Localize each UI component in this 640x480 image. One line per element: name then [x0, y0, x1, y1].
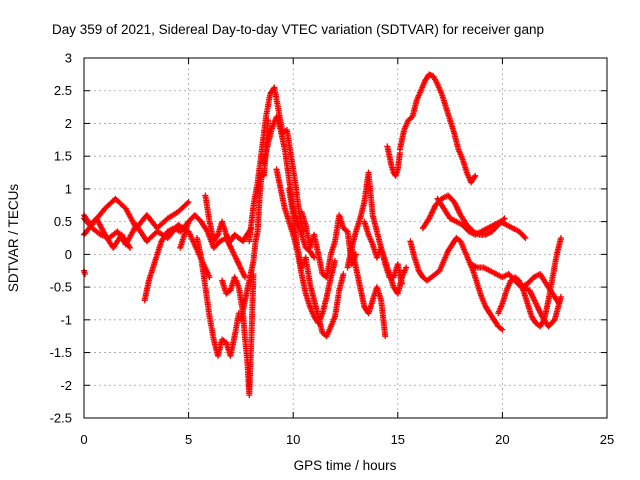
y-tick-label: -1.5: [50, 345, 72, 360]
series-markers: [396, 71, 479, 186]
y-tick-label: 0: [65, 247, 72, 262]
series-track-20: [396, 71, 479, 186]
y-tick-label: -2: [60, 378, 72, 393]
series-markers: [202, 192, 255, 245]
y-tick-label: 1: [65, 181, 72, 196]
series-markers: [81, 267, 89, 277]
chart-title: Day 359 of 2021, Sidereal Day-to-day VTE…: [52, 22, 544, 37]
series-track-05: [141, 218, 192, 304]
series-markers: [348, 244, 389, 340]
x-tick-label: 5: [185, 432, 192, 447]
series-markers: [419, 192, 508, 238]
series-track-23: [434, 195, 529, 241]
series-track-08: [202, 192, 255, 245]
series-markers: [520, 284, 564, 330]
x-tick-label: 0: [80, 432, 87, 447]
y-tick-label: 2: [65, 116, 72, 131]
y-axis-label: SDTVAR / TECUs: [6, 184, 21, 293]
series-track-06: [177, 212, 249, 281]
y-tick-label: 0.5: [54, 214, 72, 229]
series-markers: [177, 212, 249, 281]
y-tick-label: 1.5: [54, 149, 72, 164]
x-tick-label: 15: [391, 432, 405, 447]
data-series: [81, 71, 564, 399]
series-track-18: [361, 218, 410, 297]
x-tick-label: 10: [286, 432, 300, 447]
series-markers: [286, 185, 347, 340]
series-markers: [361, 218, 410, 297]
series-markers: [246, 84, 307, 245]
series-markers: [434, 195, 529, 241]
y-tick-label: 2.5: [54, 83, 72, 98]
x-axis-label: GPS time / hours: [294, 458, 397, 473]
y-tick-label: -2.5: [50, 411, 72, 426]
series-markers: [298, 208, 359, 281]
series-markers: [407, 235, 506, 333]
plot-frame: [83, 57, 608, 419]
series-markers: [141, 218, 192, 304]
series-track-04: [81, 267, 89, 277]
y-tick-label: 3: [65, 51, 72, 66]
y-tick-label: -0.5: [50, 280, 72, 295]
series-markers: [384, 143, 403, 179]
y-tick-label: -1: [60, 312, 72, 327]
series-markers: [194, 235, 242, 359]
x-tick-label: 25: [600, 432, 614, 447]
grid-lines: [84, 58, 607, 418]
series-track-11: [246, 84, 307, 245]
series-track-19: [384, 143, 403, 179]
series-track-14: [286, 185, 347, 340]
series-track-17: [348, 244, 389, 340]
series-track-21: [407, 235, 506, 333]
series-track-22: [419, 192, 508, 238]
series-track-26: [520, 284, 564, 330]
series-markers: [219, 271, 257, 399]
x-tick-label: 20: [495, 432, 509, 447]
series-track-07: [194, 235, 242, 359]
series-track-15: [298, 208, 359, 281]
series-track-09: [219, 271, 257, 399]
